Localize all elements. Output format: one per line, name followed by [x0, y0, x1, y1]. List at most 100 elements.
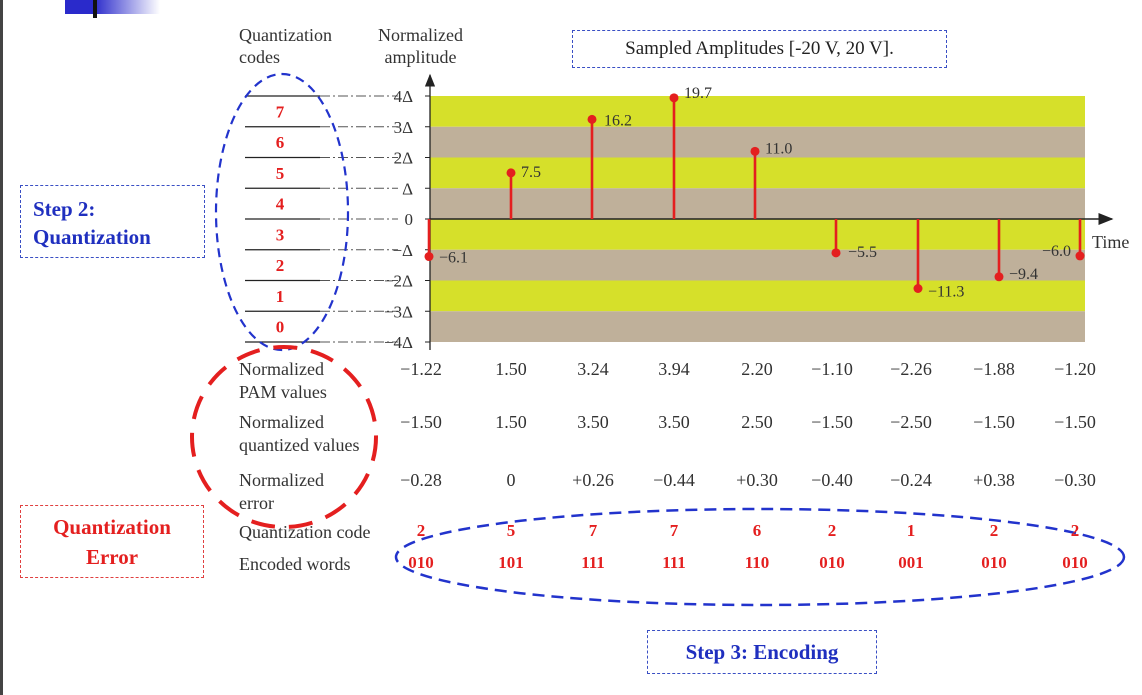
sample-label-7: −9.4 [1009, 266, 1038, 283]
code-label-5: 5 [276, 164, 285, 183]
stem-dot-6 [913, 283, 923, 293]
table-cell: 2 [989, 521, 999, 540]
table-cell: 001 [898, 553, 924, 572]
table-cell: 1.50 [495, 412, 527, 432]
table-cell: 3.94 [658, 359, 690, 379]
band-6 [430, 280, 1085, 312]
stem-dot-8 [1075, 251, 1085, 261]
table-cell: 010 [819, 553, 845, 572]
table-cell: 010 [408, 553, 434, 572]
table-cell: −1.50 [811, 412, 853, 432]
quantization-bands [430, 96, 1085, 342]
table-cell: −1.50 [400, 412, 442, 432]
code-label-4: 4 [276, 195, 285, 214]
table-cell: 7 [588, 521, 598, 540]
chart-axes: Time 4Δ 3Δ 2Δ Δ 0 −Δ −2Δ −3Δ −4Δ [384, 73, 1129, 352]
sample-label-8: −6.0 [1042, 243, 1071, 260]
code-label-1: 1 [276, 287, 285, 306]
table-cell: 6 [752, 521, 762, 540]
quant-error-title: Quantization [53, 515, 171, 539]
table-cell: −0.30 [1054, 470, 1096, 490]
table-cell: 5 [506, 521, 516, 540]
x-axis-label: Time [1092, 232, 1129, 252]
quant-error-subtitle: Error [85, 545, 139, 569]
table-cell: 2 [1070, 521, 1080, 540]
y-tick-label: −2Δ [384, 272, 413, 291]
slide-corner-bar [65, 0, 160, 14]
table-cell: −2.26 [890, 359, 932, 379]
table-cell: 2.50 [741, 412, 773, 432]
table-row-label: Normalized quantized values [239, 412, 360, 455]
sample-label-3: 19.7 [684, 85, 712, 102]
table-cell: 111 [581, 553, 605, 572]
table-cell: −1.88 [973, 359, 1015, 379]
stem-dot-0 [424, 252, 434, 262]
sample-label-1: 7.5 [521, 164, 541, 181]
sample-label-0: −6.1 [439, 250, 468, 267]
table-cell: 3.50 [658, 412, 690, 432]
codes-header: Quantization codes [239, 25, 332, 67]
table-cell: 2.20 [741, 359, 773, 379]
quantization-error-box: Quantization Error [20, 505, 204, 578]
band-7 [430, 311, 1085, 342]
step3-title: Step 3: Encoding [685, 639, 839, 664]
stem-dot-3 [669, 93, 679, 103]
sample-label-6: −11.3 [928, 283, 964, 300]
table-cell: 3.24 [577, 359, 609, 379]
table-row-label: Normalized error [239, 470, 324, 513]
sample-label-2: 16.2 [604, 112, 632, 129]
stem-dot-2 [587, 114, 597, 124]
table-cell: −1.10 [811, 359, 853, 379]
band-4 [430, 219, 1085, 250]
table-cell: −1.20 [1054, 359, 1096, 379]
table-row-label: Quantization code [239, 522, 371, 542]
table-cell: −1.50 [1054, 412, 1096, 432]
y-tick-label: −4Δ [384, 333, 413, 352]
band-5 [430, 249, 1085, 281]
stem-dot-4 [750, 146, 760, 156]
code-label-3: 3 [276, 225, 285, 244]
table-cell: −0.28 [400, 470, 442, 490]
code-label-2: 2 [276, 256, 285, 275]
amplitude-header: Normalized amplitude [378, 25, 463, 67]
table-cell: −1.50 [973, 412, 1015, 432]
code-ladder: 7 6 5 4 3 2 1 0 [245, 95, 398, 343]
table-cell: 110 [744, 553, 770, 572]
table-row-label: Encoded words [239, 554, 351, 574]
y-tick-label: 4Δ [394, 87, 414, 106]
y-tick-label: 0 [405, 210, 414, 229]
error-ellipse [190, 345, 378, 529]
step2-ellipse [214, 72, 350, 352]
step2-title: Step 2: [33, 197, 96, 221]
sample-label-5: −5.5 [848, 244, 877, 261]
band-2 [430, 157, 1085, 189]
stem-dot-5 [831, 248, 841, 258]
step3-box: Step 3: Encoding [647, 630, 877, 674]
table-cell: 010 [981, 553, 1007, 572]
slide-corner-tick [93, 0, 97, 18]
y-tick-label: Δ [402, 179, 413, 198]
code-label-7: 7 [276, 102, 285, 121]
band-3 [430, 188, 1085, 219]
stem-dot-1 [506, 168, 516, 178]
sample-stems: −6.1 7.5 16.2 19.7 11.0 −5.5 −11.3 −9.4−6.0 [424, 85, 1085, 300]
table-cell: −0.44 [653, 470, 695, 490]
left-border-line [0, 0, 3, 695]
table-cell: −0.40 [811, 470, 853, 490]
table-cell: 2 [416, 521, 426, 540]
step2-subtitle: Quantization [33, 225, 151, 249]
step2-box: Step 2: Quantization [20, 185, 205, 258]
table-cell: 1 [906, 521, 916, 540]
table-cell: +0.30 [736, 470, 778, 490]
y-tick-label: −Δ [392, 241, 413, 260]
table-cell: −2.50 [890, 412, 932, 432]
table-cell: 111 [662, 553, 686, 572]
table-cell: +0.26 [572, 470, 614, 490]
table-row-label: Normalized PAM values [239, 359, 327, 402]
y-tick-label: 3Δ [394, 118, 414, 137]
code-label-6: 6 [276, 133, 285, 152]
code-label-0: 0 [276, 318, 285, 337]
sampled-range-box: Sampled Amplitudes [-20 V, 20 V]. [572, 30, 947, 68]
table-cell: 1.50 [495, 359, 527, 379]
table-cell: −1.22 [400, 359, 442, 379]
